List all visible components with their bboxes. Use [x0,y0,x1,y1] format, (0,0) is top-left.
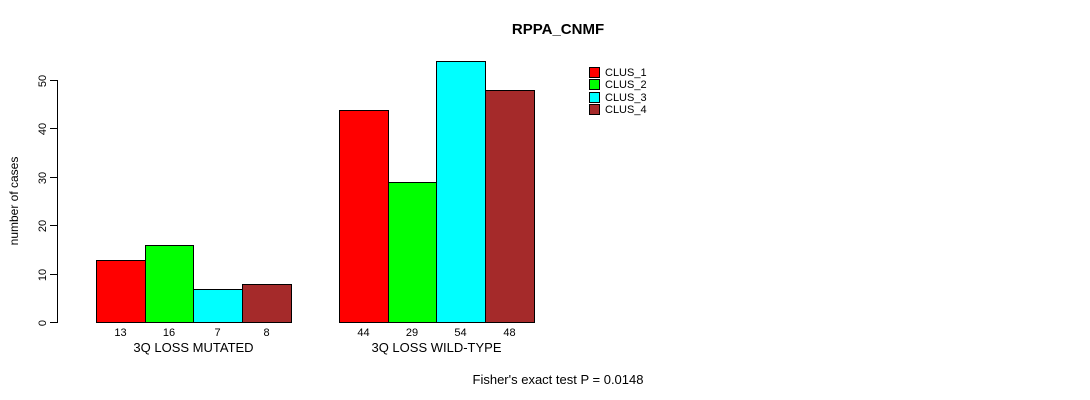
legend-swatch-clus_4 [589,104,600,115]
legend-swatch-clus_1 [589,67,600,78]
bar-clus_1 [96,260,146,323]
legend-swatch-clus_3 [589,92,600,103]
y-axis-label: number of cases [7,156,21,246]
y-tick [50,322,57,323]
group-label: 3Q LOSS MUTATED [133,340,254,355]
bar-value-label: 29 [405,327,419,339]
y-tick-label: 30 [37,171,49,184]
y-tick [50,80,57,81]
bar-value-label: 54 [454,327,467,339]
bar-value-label: 13 [114,327,127,339]
bar-value-label: 8 [263,327,270,339]
y-tick-label: 20 [37,219,49,232]
legend-label: CLUS_3 [605,92,647,104]
bar-clus_2 [145,245,194,323]
bar-value-label: 44 [357,327,370,339]
y-axis-line [57,80,58,323]
y-tick [50,128,57,129]
y-tick-label: 0 [37,319,49,326]
y-tick [50,225,57,226]
bar-clus_3 [193,289,243,323]
chart-title: RPPA_CNMF [511,21,605,38]
bar-value-label: 48 [503,327,516,339]
annotation-fisher-test: Fisher's exact test P = 0.0148 [472,372,644,387]
bar-clus_4 [242,284,292,323]
bar-clus_2 [388,182,437,323]
y-tick [50,274,57,275]
bar-value-label: 16 [162,327,176,339]
bar-clus_1 [339,110,389,323]
bar-value-label: 7 [214,327,221,339]
bar-clus_4 [485,90,535,323]
group-label: 3Q LOSS WILD-TYPE [371,340,502,355]
y-tick-label: 10 [37,268,49,281]
legend-label: CLUS_2 [605,79,647,91]
y-tick-label: 40 [37,122,49,135]
legend-swatch-clus_2 [589,79,600,90]
y-tick [50,177,57,178]
bar-clus_3 [436,61,486,323]
legend-label: CLUS_4 [605,104,647,116]
legend-label: CLUS_1 [605,67,647,79]
y-tick-label: 50 [37,74,49,87]
